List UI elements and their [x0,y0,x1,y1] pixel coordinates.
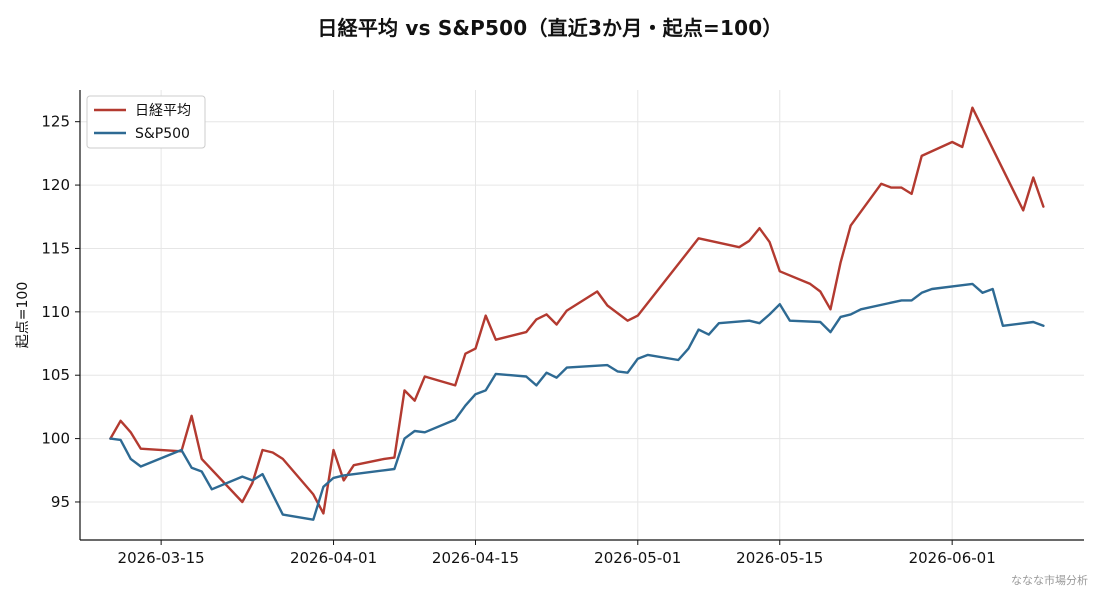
chart-title: 日経平均 vs S&P500（直近3か月・起点=100） [317,16,783,40]
y-tick-label: 100 [41,430,70,448]
legend: 日経平均 S&P500 [86,95,206,149]
x-tick-label: 2026-05-01 [594,549,681,567]
y-tick-label: 115 [41,239,70,257]
x-tick-label: 2026-06-01 [909,549,996,567]
y-tick-label: 95 [51,493,70,511]
y-tick-label: 120 [41,176,70,194]
legend-label-sp500: S&P500 [135,126,190,142]
series-line-nikkei [109,106,1045,515]
y-tick-label: 110 [41,303,70,321]
x-tick-label: 2026-05-15 [736,549,823,567]
y-tick-label: 125 [41,113,70,131]
x-tick-label: 2026-04-01 [290,549,377,567]
x-tick-label: 2026-04-15 [432,549,519,567]
x-tick-label: 2026-03-15 [118,549,205,567]
series-layer [109,106,1045,521]
axes-layer: 95 100 105 110 115 120 125 2026-03-15 2026-04-01… [41,90,1084,567]
watermark: ななな市場分析 [1011,574,1088,587]
series-line-sp500 [109,282,1045,521]
y-axis-label: 起点=100 [15,282,31,348]
grid-layer [80,90,1084,540]
legend-label-nikkei: 日経平均 [135,103,191,119]
y-tick-label: 105 [41,366,70,384]
